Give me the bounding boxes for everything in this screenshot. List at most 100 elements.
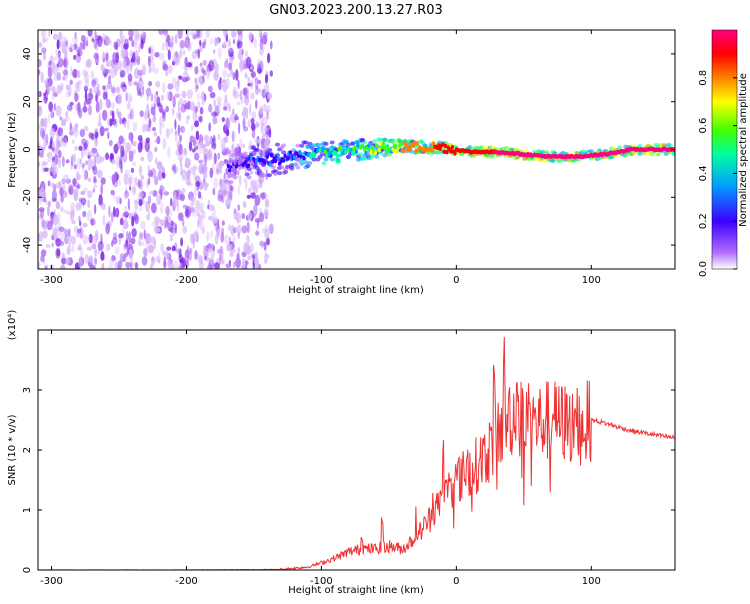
noise-speckle bbox=[160, 108, 167, 115]
noise-speckle bbox=[153, 176, 157, 183]
page-title: GN03.2023.200.13.27.R03 bbox=[269, 3, 443, 18]
signal-ridge-cell bbox=[237, 160, 241, 165]
noise-speckle bbox=[267, 52, 271, 64]
noise-speckle bbox=[138, 179, 143, 190]
noise-speckle bbox=[97, 35, 103, 48]
noise-speckle bbox=[107, 75, 112, 84]
noise-speckle bbox=[71, 219, 76, 225]
noise-speckle bbox=[109, 118, 113, 127]
noise-speckle bbox=[254, 86, 260, 95]
noise-speckle bbox=[94, 30, 97, 38]
noise-speckle bbox=[104, 127, 109, 132]
noise-speckle bbox=[172, 107, 175, 116]
noise-speckle bbox=[39, 198, 42, 206]
noise-speckle bbox=[242, 117, 246, 129]
noise-speckle bbox=[222, 190, 227, 196]
noise-speckle bbox=[90, 153, 96, 158]
noise-speckle bbox=[145, 87, 152, 97]
noise-speckle bbox=[118, 159, 123, 170]
noise-speckle bbox=[134, 176, 138, 186]
noise-speckle bbox=[128, 174, 134, 185]
noise-speckle bbox=[168, 260, 173, 269]
signal-halo-blob bbox=[481, 145, 487, 150]
noise-speckle bbox=[82, 210, 87, 218]
noise-speckle bbox=[205, 140, 211, 147]
noise-speckle bbox=[258, 182, 263, 189]
signal-ridge-cell bbox=[430, 147, 434, 153]
noise-speckle bbox=[188, 140, 193, 152]
noise-speckle bbox=[156, 194, 162, 206]
signal-halo-blob bbox=[335, 159, 341, 164]
signal-halo-blob bbox=[299, 143, 305, 148]
noise-speckle bbox=[147, 212, 151, 219]
noise-speckle bbox=[127, 92, 132, 104]
noise-speckle bbox=[194, 81, 199, 93]
noise-speckle bbox=[165, 205, 171, 217]
noise-speckle bbox=[254, 218, 261, 223]
noise-speckle bbox=[255, 230, 260, 236]
noise-speckle bbox=[45, 243, 51, 249]
noise-speckle bbox=[57, 127, 64, 137]
noise-speckle bbox=[154, 95, 157, 106]
noise-speckle bbox=[38, 42, 43, 48]
noise-speckle bbox=[71, 209, 75, 218]
noise-speckle bbox=[60, 82, 64, 91]
noise-speckle bbox=[95, 86, 98, 93]
noise-speckle bbox=[246, 235, 250, 241]
noise-speckle bbox=[87, 30, 93, 37]
noise-speckle bbox=[107, 39, 112, 45]
noise-speckle bbox=[94, 247, 97, 258]
signal-halo-blob bbox=[370, 153, 376, 158]
noise-speckle bbox=[181, 90, 187, 99]
noise-speckle bbox=[138, 44, 141, 53]
signal-ridge-cell bbox=[276, 153, 280, 158]
noise-speckle bbox=[163, 261, 167, 269]
noise-speckle bbox=[263, 36, 267, 45]
noise-speckle bbox=[232, 72, 236, 81]
noise-speckle bbox=[61, 156, 65, 168]
noise-speckle bbox=[189, 167, 193, 174]
noise-speckle bbox=[60, 264, 66, 269]
noise-speckle bbox=[111, 174, 116, 186]
x-tick-label: 100 bbox=[582, 576, 601, 587]
noise-speckle bbox=[134, 214, 140, 225]
noise-speckle bbox=[93, 52, 99, 60]
noise-speckle bbox=[132, 122, 138, 127]
noise-speckle bbox=[39, 211, 42, 218]
noise-speckle bbox=[184, 56, 188, 68]
noise-speckle bbox=[130, 108, 135, 120]
noise-speckle bbox=[262, 31, 268, 38]
noise-speckle bbox=[243, 87, 250, 100]
noise-speckle bbox=[205, 69, 211, 77]
noise-speckle bbox=[76, 70, 81, 79]
noise-speckle bbox=[210, 111, 217, 118]
noise-speckle bbox=[85, 60, 91, 68]
signal-halo-blob bbox=[637, 144, 643, 148]
noise-speckle bbox=[90, 264, 96, 269]
noise-speckle bbox=[105, 52, 109, 62]
noise-speckle bbox=[64, 228, 68, 237]
noise-speckle bbox=[171, 60, 176, 66]
noise-speckle bbox=[188, 250, 192, 262]
noise-speckle bbox=[259, 48, 264, 56]
noise-speckle bbox=[84, 70, 88, 78]
noise-speckle bbox=[85, 160, 89, 166]
noise-speckle bbox=[248, 250, 252, 261]
noise-speckle bbox=[184, 39, 191, 49]
signal-ridge-cell bbox=[437, 143, 441, 148]
noise-speckle bbox=[75, 82, 79, 90]
x-tick-label: 0 bbox=[453, 576, 459, 587]
noise-speckle bbox=[120, 162, 123, 174]
colorbar-gradient bbox=[711, 29, 738, 270]
noise-speckle bbox=[184, 208, 189, 218]
noise-speckle bbox=[218, 133, 221, 141]
x-tick-label: -300 bbox=[40, 576, 63, 587]
noise-speckle bbox=[55, 182, 62, 189]
noise-speckle bbox=[223, 234, 229, 245]
noise-speckle bbox=[199, 224, 205, 231]
noise-speckle bbox=[76, 157, 82, 169]
signal-halo-blob bbox=[558, 158, 564, 163]
noise-speckle bbox=[163, 30, 168, 36]
noise-speckle bbox=[72, 36, 78, 44]
noise-speckle bbox=[103, 72, 107, 78]
